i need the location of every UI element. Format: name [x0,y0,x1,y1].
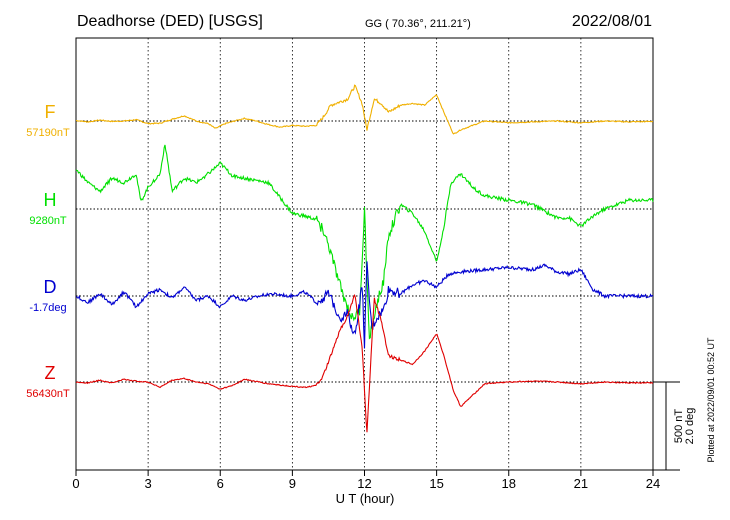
series-Z-baseline-value: 56430nT [26,388,70,400]
x-tick-label-9: 9 [289,476,296,491]
scale-bar: 500 nT 2.0 deg [653,381,696,471]
series-F-name: F [45,102,56,122]
coordinates-label: GG ( 70.36°, 211.21°) [365,18,471,30]
series-H-name: H [44,190,57,210]
x-tick-label-0: 0 [72,476,79,491]
series-Z-line [75,293,654,433]
scale-bar-deg-label: 2.0 deg [684,408,696,445]
date-label: 2022/08/01 [572,13,652,30]
series-lines [75,84,654,433]
series-D-line [75,261,654,349]
station-title: Deadhorse (DED) [USGS] [77,13,263,30]
series-labels: F 57190nT H 9280nT D -1.7deg Z 56430nT [26,102,70,400]
x-tick-label-21: 21 [574,476,588,491]
x-axis-ticks: 0 3 6 9 12 15 18 21 24 [72,470,660,491]
series-H-baseline-value: 9280nT [29,215,67,227]
series-F-baseline-value: 57190nT [26,127,70,139]
x-axis-label: U T (hour) [336,491,395,506]
series-Z-name: Z [45,363,56,383]
series-F-line [76,84,654,135]
x-tick-label-18: 18 [502,476,516,491]
x-tick-label-15: 15 [429,476,443,491]
scale-bar-nt-label: 500 nT [673,409,685,444]
series-H-line [75,144,654,340]
series-D-baseline-value: -1.7deg [29,302,66,314]
x-tick-label-12: 12 [357,476,371,491]
plotted-at-note: Plotted at 2022/09/01 00:52 UT [706,337,716,463]
x-tick-label-6: 6 [217,476,224,491]
x-tick-label-24: 24 [646,476,660,491]
x-tick-label-3: 3 [145,476,152,491]
series-D-name: D [44,277,57,297]
